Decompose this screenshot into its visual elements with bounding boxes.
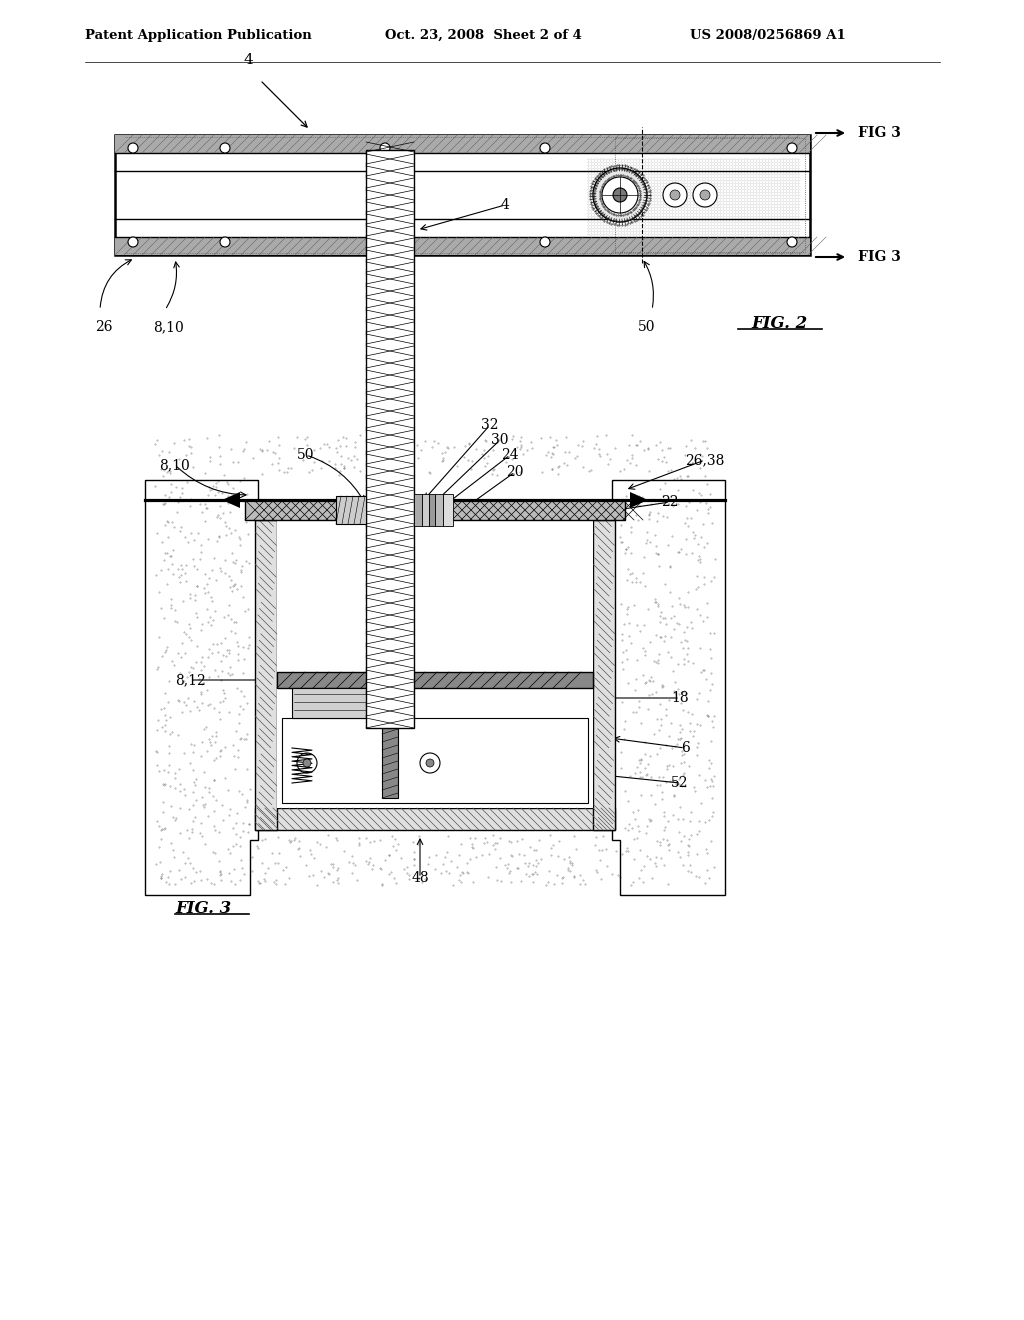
Bar [282,718,588,803]
Text: Oct. 23, 2008  Sheet 2 of 4: Oct. 23, 2008 Sheet 2 of 4 [385,29,582,41]
Bar [414,494,422,525]
Circle shape [128,238,138,247]
Circle shape [602,177,638,213]
Text: 50: 50 [638,319,655,334]
Circle shape [303,759,311,767]
Text: 26,38: 26,38 [685,453,725,467]
Circle shape [297,752,317,774]
Text: Patent Application Publication: Patent Application Publication [85,29,311,41]
Text: 8,10: 8,10 [160,458,190,473]
Circle shape [670,190,680,201]
Bar [443,494,453,525]
Circle shape [540,238,550,247]
Bar [115,135,810,255]
Bar [366,150,414,729]
Bar [292,688,407,718]
Bar [278,520,593,808]
Text: 24: 24 [501,447,519,462]
Text: 18: 18 [671,690,689,705]
Circle shape [380,238,390,247]
Bar [435,494,443,525]
Bar [336,496,366,524]
Text: 8,12: 8,12 [175,673,206,686]
Circle shape [613,187,627,202]
Text: FIG 3: FIG 3 [858,125,901,140]
Text: US 2008/0256869 A1: US 2008/0256869 A1 [690,29,846,41]
Bar [115,135,810,153]
Polygon shape [630,492,648,508]
Bar [255,520,278,830]
Circle shape [420,752,440,774]
Bar [615,139,805,252]
Text: 48: 48 [412,871,429,884]
Circle shape [220,238,230,247]
Circle shape [663,183,687,207]
Circle shape [128,143,138,153]
Text: FIG. 3: FIG. 3 [175,900,231,917]
Text: 32: 32 [481,418,499,432]
Bar [593,520,615,830]
Circle shape [700,190,710,201]
Bar [382,688,398,799]
Text: 22: 22 [662,495,679,510]
Bar [429,494,435,525]
Circle shape [426,759,434,767]
Bar [278,672,593,688]
Bar [115,238,810,255]
Text: 50: 50 [297,447,314,462]
Bar [422,494,429,525]
Text: 6: 6 [681,741,689,755]
Text: 8,10: 8,10 [153,319,183,334]
Circle shape [693,183,717,207]
Text: 52: 52 [672,776,689,789]
Text: 26: 26 [95,319,113,334]
Text: FIG. 2: FIG. 2 [752,315,808,333]
Text: 4: 4 [501,198,509,213]
Text: FIG 3: FIG 3 [858,249,901,264]
Text: 20: 20 [506,465,523,479]
Circle shape [220,143,230,153]
Circle shape [787,143,797,153]
Circle shape [593,168,647,222]
Text: 30: 30 [492,433,509,447]
Text: 4: 4 [243,53,253,67]
Circle shape [787,238,797,247]
Circle shape [380,143,390,153]
Bar [255,808,615,830]
Circle shape [540,143,550,153]
Polygon shape [222,492,240,508]
Bar [245,500,625,520]
